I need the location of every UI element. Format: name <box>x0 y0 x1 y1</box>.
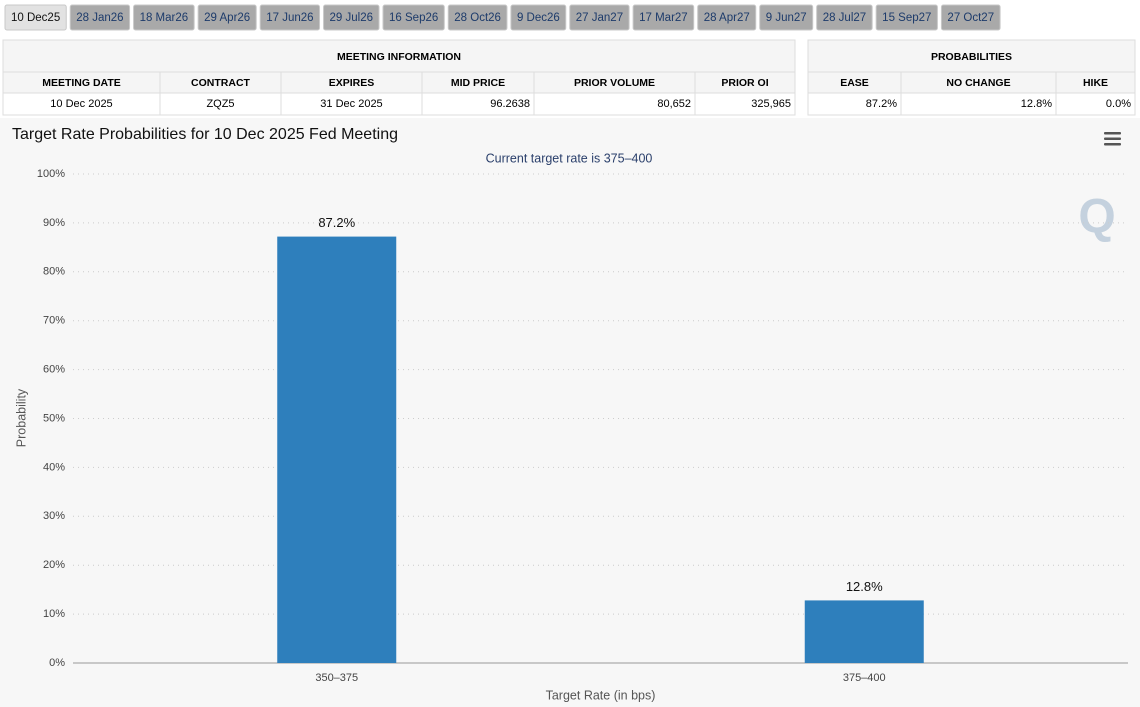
tab[interactable] <box>940 4 1001 31</box>
table-title-cell <box>807 39 1136 73</box>
cell-value: 0.0% <box>1106 98 1131 110</box>
chart-subtitle: Current target rate is 375–400 <box>486 151 653 165</box>
tab-label[interactable]: 16 Sep26 <box>389 12 438 24</box>
tab[interactable] <box>382 4 445 31</box>
y-tick-label: 50% <box>43 412 65 424</box>
logo: Q <box>1078 191 1115 244</box>
y-tick-label: 60% <box>43 364 65 376</box>
bar <box>804 600 924 663</box>
y-tick-label: 100% <box>37 168 65 180</box>
tab[interactable] <box>697 4 757 31</box>
cell-value: ZQZ5 <box>206 98 234 110</box>
column-header: MEETING DATE <box>42 77 121 89</box>
y-tick-label: 0% <box>49 657 65 669</box>
tab[interactable] <box>632 4 695 31</box>
tab[interactable] <box>323 4 380 31</box>
y-tick-label: 30% <box>43 510 65 522</box>
column-header: CONTRACT <box>191 77 250 89</box>
x-tick-label: 375–400 <box>843 672 886 684</box>
tab-label[interactable]: 29 Apr26 <box>204 12 250 24</box>
chart-title: Target Rate Probabilities for 10 Dec 202… <box>12 126 398 143</box>
tab-label[interactable]: 29 Jul26 <box>330 12 373 24</box>
cell-value: 31 Dec 2025 <box>320 98 382 110</box>
y-tick-label: 40% <box>43 461 65 473</box>
table-title-cell <box>2 39 796 73</box>
column-header: EASE <box>840 77 869 89</box>
tab-label[interactable]: 15 Sep27 <box>882 12 931 24</box>
tab[interactable] <box>4 4 67 31</box>
cell-value: 325,965 <box>751 98 791 110</box>
tab[interactable] <box>447 4 508 31</box>
tab[interactable] <box>875 4 938 31</box>
tab[interactable] <box>197 4 257 31</box>
menu-icon[interactable] <box>1104 132 1121 146</box>
tab-label[interactable]: 9 Dec26 <box>517 12 560 24</box>
data-label: 12.8% <box>846 579 883 594</box>
menu-bar[interactable] <box>1104 132 1121 135</box>
tab-label[interactable]: 10 Dec25 <box>11 12 60 24</box>
tab[interactable] <box>133 4 195 31</box>
table-title: PROBABILITIES <box>931 51 1012 63</box>
tab-label[interactable]: 17 Jun26 <box>266 12 313 24</box>
tab-label[interactable]: 18 Mar26 <box>140 12 189 24</box>
menu-bar[interactable] <box>1104 137 1121 141</box>
tab[interactable] <box>69 4 131 31</box>
column-header: EXPIRES <box>329 77 375 89</box>
table-title: MEETING INFORMATION <box>337 51 461 63</box>
column-header: NO CHANGE <box>946 77 1010 89</box>
tab-label[interactable]: 17 Mar27 <box>639 12 688 24</box>
tab-label[interactable]: 27 Oct27 <box>947 12 994 24</box>
tab[interactable] <box>259 4 321 31</box>
chart-background <box>0 118 1140 707</box>
cell-value: 80,652 <box>657 98 691 110</box>
y-tick-label: 20% <box>43 559 65 571</box>
y-axis-label: Probability <box>14 388 28 447</box>
column-header: MID PRICE <box>451 77 505 89</box>
tab[interactable] <box>569 4 630 31</box>
cell-value: 10 Dec 2025 <box>50 98 112 110</box>
data-label: 87.2% <box>318 215 355 230</box>
data-cell <box>1055 92 1136 116</box>
tab[interactable] <box>816 4 873 31</box>
tab[interactable] <box>759 4 814 31</box>
x-axis-label: Target Rate (in bps) <box>546 688 656 702</box>
menu-bar[interactable] <box>1104 143 1121 146</box>
cell-value: 12.8% <box>1021 98 1052 110</box>
tab[interactable] <box>510 4 567 31</box>
tab-label[interactable]: 28 Oct26 <box>454 12 501 24</box>
column-header: HIKE <box>1083 77 1108 89</box>
tab-label[interactable]: 28 Apr27 <box>704 12 750 24</box>
tab-label[interactable]: 27 Jan27 <box>576 12 623 24</box>
tab-label[interactable]: 28 Jan26 <box>76 12 123 24</box>
column-header: PRIOR OI <box>721 77 768 89</box>
data-cell <box>694 92 796 116</box>
tab-label[interactable]: 9 Jun27 <box>766 12 807 24</box>
y-tick-label: 80% <box>43 266 65 278</box>
x-tick-label: 350–375 <box>315 672 358 684</box>
bar <box>277 236 397 664</box>
cell-value: 96.2638 <box>490 98 530 110</box>
tab-label[interactable]: 28 Jul27 <box>823 12 866 24</box>
cell-value: 87.2% <box>866 98 897 110</box>
y-tick-label: 10% <box>43 608 65 620</box>
y-tick-label: 90% <box>43 217 65 229</box>
y-tick-label: 70% <box>43 315 65 327</box>
column-header: PRIOR VOLUME <box>574 77 655 89</box>
